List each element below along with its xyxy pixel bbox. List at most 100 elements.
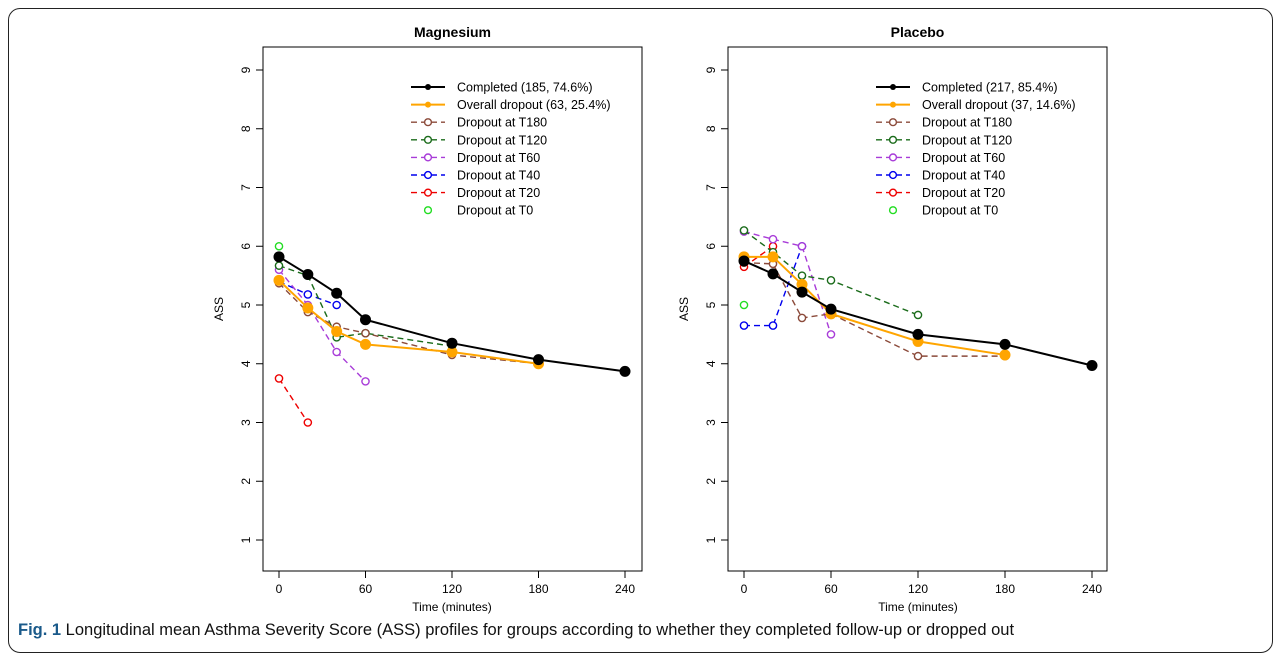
data-point [302,268,314,280]
legend: Completed (217, 85.4%) Overall dropout (3… [876,81,1076,218]
legend-item: Dropout at T60 [876,151,1005,165]
y-tick-label: 7 [239,184,253,191]
legend-item: Dropout at T180 [876,116,1012,130]
x-tick-label: 60 [359,582,373,596]
legend-item: Dropout at T180 [411,116,547,130]
data-point [360,314,371,326]
data-point [619,365,631,377]
data-point [331,325,343,337]
legend-marker [423,206,433,215]
legend-item: Dropout at T60 [411,151,540,165]
legend-marker [888,135,898,144]
legend-item: Dropout at T20 [876,186,1005,200]
legend-item: Completed (185, 74.6%) [411,81,593,95]
series [273,251,631,377]
y-tick-label: 3 [239,419,253,426]
data-point [999,338,1011,350]
series-line [743,230,832,335]
data-point [767,268,779,280]
legend-item: Dropout at T0 [423,204,533,218]
chart-title: Magnesium [414,24,491,40]
legend-item: Overall dropout (63, 25.4%) [411,98,611,112]
data-point [912,328,924,340]
data-point [768,321,778,330]
y-tick-label: 3 [704,419,718,426]
legend-item: Dropout at T40 [876,169,1005,183]
x-tick-label: 240 [1082,582,1102,596]
legend-marker [425,84,431,90]
legend-marker [423,188,433,197]
legend-label: Completed (217, 85.4%) [922,81,1058,95]
chart-panel-1: Magnesium 1 2 3 4 5 6 7 8 9 ASS 0 60 120 180 240 Time (m… [212,24,643,614]
series-line [744,246,803,327]
legend-marker [888,188,898,197]
legend-label: Dropout at T0 [922,204,998,218]
legend-item: Dropout at T120 [411,133,547,147]
legend-label: Dropout at T120 [922,133,1012,147]
legend-item: Dropout at T40 [411,169,540,183]
figure-frame [8,8,1273,653]
legend-label: Dropout at T180 [922,116,1012,130]
data-point [738,255,750,267]
y-axis-label: ASS [212,297,226,321]
y-tick-label: 7 [704,184,718,191]
series [274,278,543,369]
data-point [797,271,807,280]
legend-marker [888,153,898,162]
legend-marker [890,101,896,108]
plot-box [727,46,1108,572]
data-point [273,251,285,263]
data-point [274,261,284,270]
caption-label: Fig. 1 [18,621,62,639]
data-point [825,303,837,315]
data-point [913,351,923,361]
data-point [999,349,1011,361]
data-point [361,328,370,338]
data-point [274,374,284,383]
y-tick-label: 4 [239,360,253,367]
series-line [743,262,1005,357]
legend-label: Dropout at T60 [922,151,1005,165]
legend-marker [423,118,433,127]
data-point [826,276,836,285]
x-tick-label: 180 [528,582,548,596]
y-tick-label: 2 [239,478,253,485]
x-tick-label: 240 [615,582,635,596]
y-tick-label: 4 [704,360,718,367]
data-point [273,274,285,286]
legend-marker [423,135,433,144]
data-point [796,286,808,298]
legend-marker [888,170,898,180]
series-line [278,269,366,382]
series [274,241,284,251]
legend-marker [888,118,898,127]
legend-item: Dropout at T20 [411,186,540,200]
legend-marker [425,101,431,108]
data-point [302,302,314,314]
data-point [739,300,749,310]
data-point [274,241,284,251]
legend-item: Dropout at T0 [888,204,998,218]
y-tick-label: 2 [704,478,718,485]
legend-label: Dropout at T40 [457,169,540,183]
series-line [278,264,453,347]
chart-title: Placebo [891,24,945,40]
data-point [767,251,779,263]
figure-caption: Fig. 1 Longitudinal mean Asthma Severity… [18,621,1014,640]
series-line [278,378,309,423]
x-tick-label: 60 [824,582,838,596]
y-tick-label: 8 [704,125,718,132]
x-axis-label: Time (minutes) [878,600,958,614]
x-tick-label: 0 [741,582,748,596]
y-tick-label: 8 [239,125,253,132]
x-tick-label: 180 [995,582,1015,596]
legend-item: Dropout at T120 [876,133,1012,147]
legend-label: Completed (185, 74.6%) [457,81,593,95]
legend-label: Dropout at T120 [457,133,547,147]
x-tick-label: 120 [908,582,928,596]
data-point [1086,360,1098,372]
y-tick-label: 5 [704,301,718,308]
legend-label: Dropout at T20 [922,186,1005,200]
data-point [332,300,341,310]
